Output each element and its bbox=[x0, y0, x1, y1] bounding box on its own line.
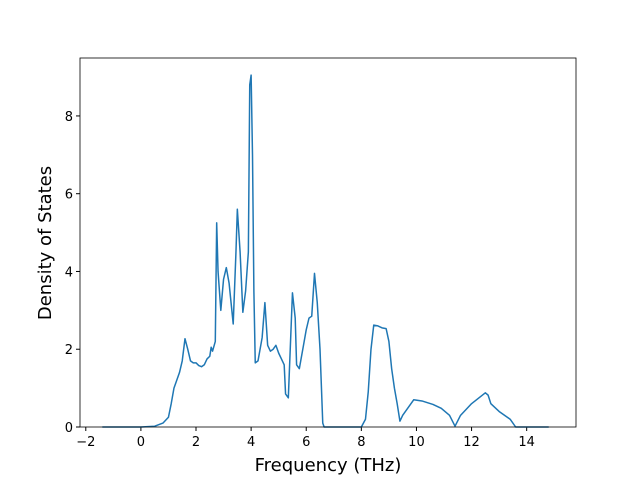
y-axis-label: Density of States bbox=[35, 166, 56, 320]
x-tick-label: 10 bbox=[408, 435, 425, 450]
x-tick-label: 2 bbox=[192, 435, 200, 450]
y-tick-label: 8 bbox=[65, 110, 73, 125]
x-tick-label: −2 bbox=[76, 435, 95, 450]
x-tick-label: 6 bbox=[302, 435, 310, 450]
x-tick-label: 12 bbox=[463, 435, 480, 450]
y-tick-label: 0 bbox=[65, 421, 73, 436]
plot-frame bbox=[79, 57, 577, 428]
line bbox=[102, 74, 549, 428]
y-tick-label: 6 bbox=[65, 188, 73, 203]
x-tick-label: 14 bbox=[518, 435, 535, 450]
y-tick-label: 2 bbox=[65, 343, 73, 358]
x-tick-label: 8 bbox=[357, 435, 365, 450]
y-tick-label: 4 bbox=[65, 265, 73, 280]
x-axis-label: Frequency (THz) bbox=[255, 455, 402, 476]
x-tick-label: 0 bbox=[137, 435, 145, 450]
x-tick-label: 4 bbox=[247, 435, 255, 450]
